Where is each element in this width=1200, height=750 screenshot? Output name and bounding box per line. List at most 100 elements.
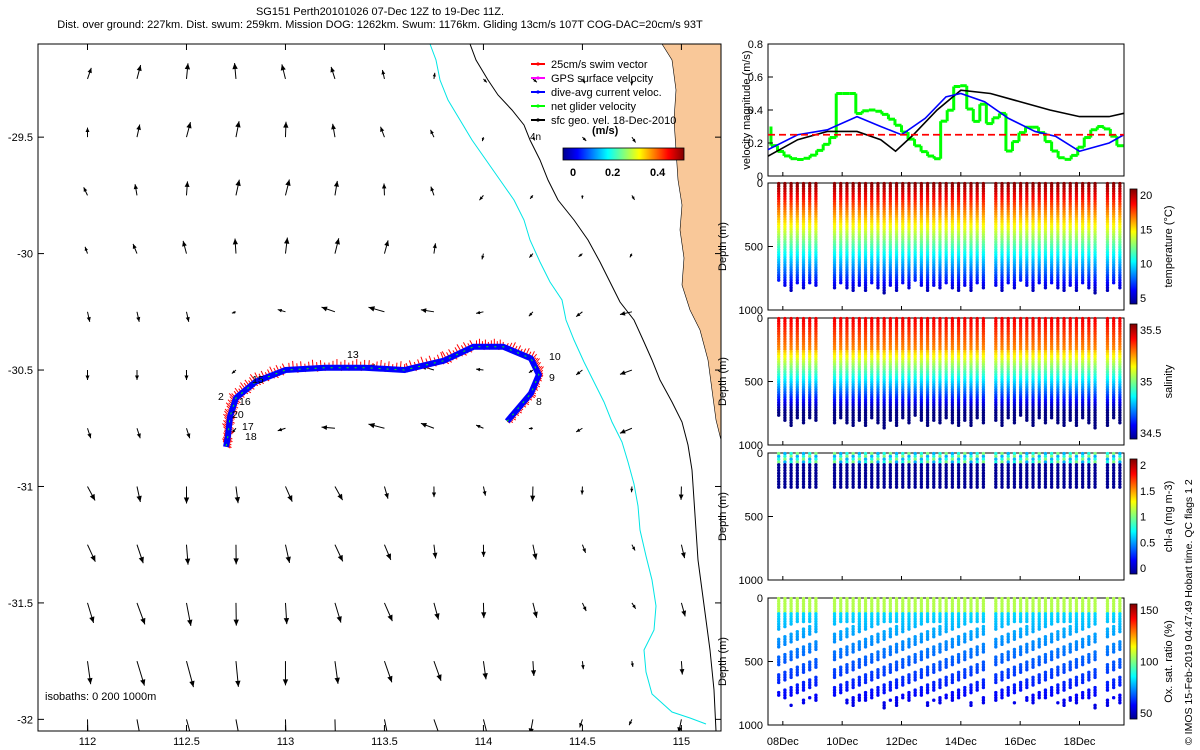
section-dot [932,194,936,199]
section-dot [1080,207,1085,211]
geo-arrow-head [619,429,626,434]
section-dot [789,258,793,262]
section-dot [894,265,899,270]
section-dot [801,204,806,209]
section-dot [932,280,936,285]
section-dot [839,194,843,199]
legend-label: dive-avg current veloc. [551,87,662,99]
section-dot [944,255,948,259]
section-dot [1006,197,1010,201]
section-dot [832,189,837,193]
section-dot [863,202,868,206]
section-dot [938,253,942,257]
section-dot [1025,214,1029,219]
section-dot [1043,275,1048,280]
section-dot [839,240,843,244]
geo-arrow-head [481,551,486,557]
section-dot [1056,286,1060,290]
figure-title-line2: Dist. over ground: 227km. Dist. swum: 25… [57,19,703,31]
geo-arrow-head [532,611,538,618]
section-dot [932,202,936,206]
section-dot [863,245,868,249]
section-dot [1056,217,1060,221]
section-dot [845,250,849,254]
section-dot [938,258,942,262]
section-dot [969,225,973,229]
day-label: 9 [549,372,555,384]
section-dot [1074,273,1079,277]
section-dot [1006,270,1010,275]
section-dot [919,418,924,422]
section-dot [1031,225,1035,229]
section-dot [1000,217,1004,221]
section-dot [944,217,948,221]
section-dot [944,202,948,206]
section-dot [870,263,874,267]
section-dot [845,204,849,209]
legend-label: net glider velocity [551,101,636,113]
section-dot [1074,189,1079,193]
section-dot [777,413,781,417]
section-dot [1087,220,1091,224]
section-dot [789,423,793,428]
section-dot [1068,217,1072,221]
section-dot [1000,227,1004,232]
geo-arrow-head [285,556,291,563]
section-dot [1080,275,1085,280]
section-dot [1062,197,1066,201]
section-dot [907,253,911,257]
section-dot [1056,253,1060,257]
section-dot [938,204,942,209]
section-dot [913,253,917,257]
section-dot [907,222,911,226]
section-dot [975,194,979,199]
geo-arrow-head [136,433,141,439]
section-dot [1037,240,1041,244]
section-dot [894,240,899,244]
section-dot [851,263,855,267]
section-dot [876,220,880,224]
section-dot [1012,207,1017,211]
geo-arrow [284,719,287,731]
section-dot [1068,214,1072,219]
section-dot [950,283,955,287]
section-dot [801,283,806,287]
section-dot [845,258,849,262]
geo-arrow-head [420,422,427,428]
section-dot [845,189,849,193]
section-dot [1049,260,1054,265]
section-dot [1012,184,1017,188]
section-dot [950,199,955,204]
section-dot [795,240,800,244]
section-dot [969,260,973,265]
section-dot [981,197,986,201]
section-dot [901,280,905,285]
section-dot [851,204,855,209]
section-dot [919,242,924,247]
section-dot [832,260,837,265]
section-dot [981,247,986,252]
section-dot [1037,187,1041,191]
geo-arrow-head [238,742,243,748]
section-dot [1000,286,1004,290]
section-dot [938,187,942,191]
section-dot [870,273,874,277]
section-dot [789,283,793,287]
section-dot [1018,189,1023,193]
section-dot [1087,212,1091,216]
section-dot [975,253,979,257]
section-dot [777,268,781,272]
section-dot [925,230,930,234]
section-dot [969,258,973,262]
section-dot [1012,192,1017,196]
section-dot [801,232,806,237]
section-dot [863,207,868,211]
geo-arrow-head [280,64,286,71]
section-dot [901,255,905,259]
section-dot [1062,199,1066,204]
section-dot [1018,212,1023,216]
section-dot [1031,227,1035,232]
section-dot [851,212,855,216]
section-dot [956,197,961,201]
section-dot [1062,286,1066,290]
